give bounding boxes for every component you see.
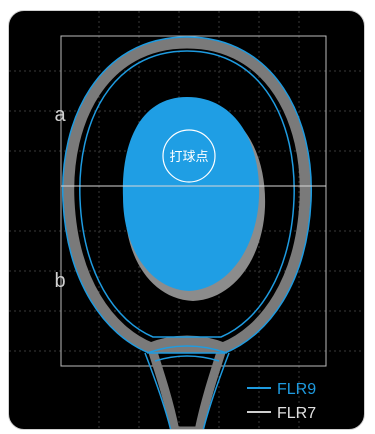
sweet-spot-label-ring [162,129,216,183]
zone-a-label: a [54,104,66,126]
zone-b-label: b [54,270,65,292]
racket-shaft-flr9 [144,352,230,429]
legend: FLR9 FLR7 [247,381,316,422]
racket-throat-flr9 [146,345,228,362]
diagram-panel: 打球点 a b FLR9 FLR7 [8,10,365,430]
racket-diagram: 打球点 a b FLR9 FLR7 [9,11,364,429]
sweet-spot-flr9 [122,97,260,291]
racket-head-flr7 [63,37,311,354]
racket-shaft-flr7 [146,344,228,429]
sweet-spot-label: 打球点 [169,149,208,164]
legend-label-flr7: FLR7 [277,405,316,422]
racket-head-flr9-inner [79,50,295,338]
racket-head-flr9-outer [62,36,312,354]
legend-label-flr9: FLR9 [277,381,316,398]
